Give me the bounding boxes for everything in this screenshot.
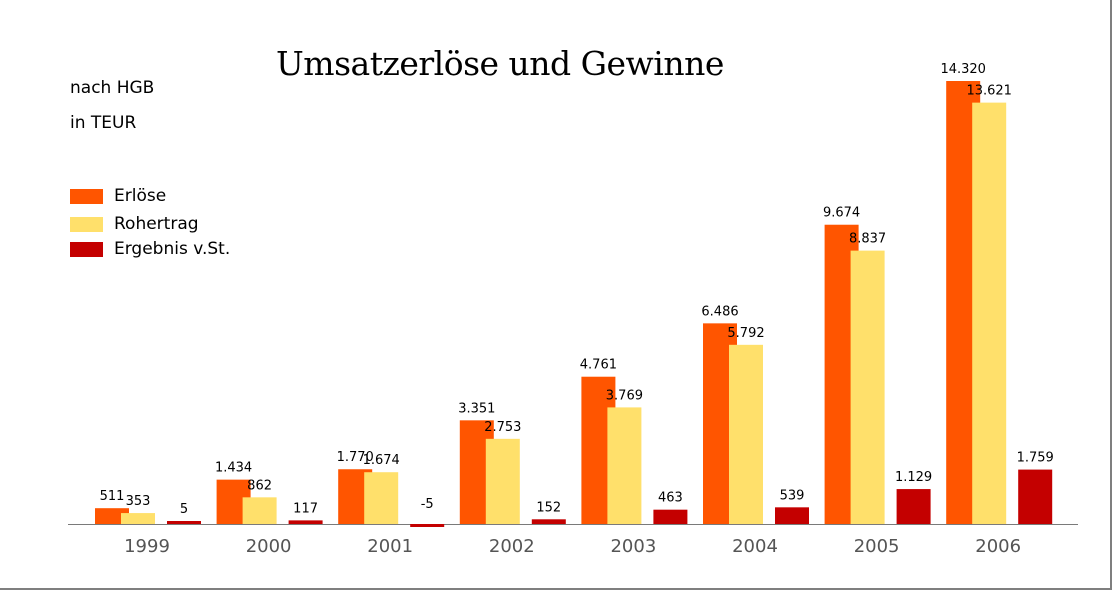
x-tick-label-2003: 2003 [610,536,656,557]
bar-rohertrag-1999 [121,513,155,524]
value-label-erl-se-2002: 3.351 [458,401,495,416]
subtitle-basis: nach HGB [70,78,155,98]
legend-label-erloese: Erlöse [114,186,167,206]
legend-swatch-ergebnis [70,242,103,257]
bar-rohertrag-2003 [607,407,642,524]
bar-ergebnis-v-st-2002 [531,519,566,524]
bar-rohertrag-2006 [972,102,1007,525]
bar-ergebnis-v-st-1999 [167,521,201,524]
x-tick-label-1999: 1999 [124,536,170,557]
x-tick-label-2006: 2006 [975,536,1021,557]
bar-ergebnis-v-st-2001 [410,524,445,527]
x-tick-label-2001: 2001 [367,536,413,557]
value-label-rohertrag-2005: 8.837 [849,232,886,247]
value-label-rohertrag-2000: 862 [247,478,272,493]
x-tick-label-2002: 2002 [489,536,535,557]
value-label-ergebnis-v-st-1999: 5 [180,502,188,517]
value-label-ergebnis-v-st-2003: 463 [658,491,683,506]
x-tick-label-2005: 2005 [854,536,900,557]
bar-rohertrag-2005 [850,250,885,525]
subtitle-unit: in TEUR [70,113,137,133]
bar-erl-se-1999 [95,508,129,524]
bar-rohertrag-2000 [242,497,277,524]
value-label-erl-se-2005: 9.674 [823,206,860,221]
value-label-rohertrag-2002: 2.753 [484,420,521,435]
legend-label-ergebnis: Ergebnis v.St. [114,239,231,259]
value-label-erl-se-2000: 1.434 [215,461,252,476]
x-tick-label-2000: 2000 [246,536,292,557]
legend-swatch-erloese [70,189,103,204]
value-label-rohertrag-2003: 3.769 [606,388,643,403]
value-label-ergebnis-v-st-2001: -5 [421,497,434,512]
value-label-erl-se-1999: 511 [100,489,125,504]
bar-ergebnis-v-st-2004 [775,507,809,524]
bar-ergebnis-v-st-2000 [288,520,323,524]
bar-rohertrag-2001 [364,472,399,524]
bar-rohertrag-2004 [729,344,763,524]
legend-label-rohertrag: Rohertrag [114,214,199,234]
chart-title: Umsatzerlöse und Gewinne [276,44,724,83]
value-label-ergebnis-v-st-2000: 117 [293,501,318,516]
value-label-erl-se-2003: 4.761 [580,358,617,373]
bar-ergebnis-v-st-2003 [653,509,688,524]
bar-ergebnis-v-st-2005 [896,489,931,524]
value-label-rohertrag-2004: 5.792 [727,326,764,341]
bar-rohertrag-2002 [485,438,520,524]
value-label-rohertrag-1999: 353 [126,494,151,509]
value-label-rohertrag-2001: 1.674 [363,453,400,468]
value-label-erl-se-2006: 14.320 [940,62,986,77]
value-label-rohertrag-2006: 13.621 [966,84,1012,99]
value-label-ergebnis-v-st-2004: 539 [780,488,805,503]
value-label-ergebnis-v-st-2006: 1.759 [1017,451,1054,466]
value-label-ergebnis-v-st-2005: 1.129 [895,470,932,485]
value-label-erl-se-2001: 1.770 [337,450,374,465]
x-tick-label-2004: 2004 [732,536,778,557]
legend-swatch-rohertrag [70,217,103,232]
value-label-erl-se-2004: 6.486 [701,304,738,319]
bar-ergebnis-v-st-2006 [1018,469,1053,524]
value-label-ergebnis-v-st-2002: 152 [536,500,561,515]
